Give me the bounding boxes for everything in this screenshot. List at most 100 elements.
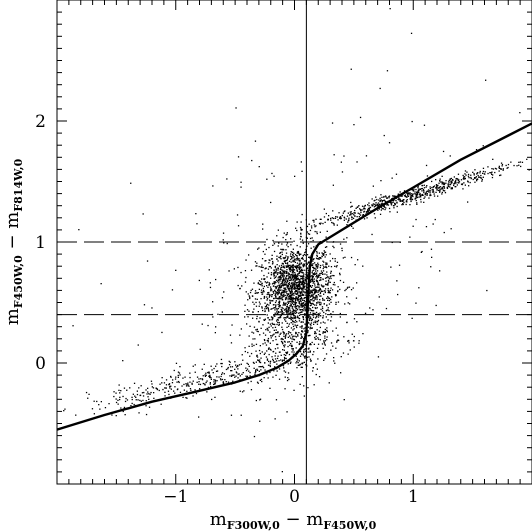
scatter-point [303, 349, 305, 351]
model-curve-group [57, 122, 532, 431]
scatter-point [401, 204, 403, 206]
scatter-point [275, 374, 277, 376]
scatter-point [161, 382, 163, 384]
scatter-point [307, 274, 309, 276]
scatter-point [348, 286, 351, 288]
scatter-point [385, 195, 387, 197]
scatter-point [342, 257, 344, 259]
scatter-point [295, 355, 297, 357]
scatter-point [292, 284, 294, 286]
scatter-point [299, 341, 301, 343]
scatter-point [468, 177, 470, 179]
scatter-point [293, 294, 295, 296]
scatter-point [243, 390, 245, 392]
scatter-point [357, 212, 359, 214]
scatter-point [307, 351, 309, 353]
scatter-point [356, 282, 358, 284]
scatter-point [296, 266, 298, 269]
scatter-point [391, 202, 393, 204]
scatter-point [263, 377, 265, 379]
scatter-point [170, 388, 172, 390]
scatter-point [264, 268, 266, 270]
scatter-point [390, 203, 392, 205]
scatter-point [278, 287, 280, 289]
scatter-point [333, 275, 335, 277]
scatter-point [285, 266, 288, 268]
scatter-point [285, 278, 287, 280]
scatter-point [189, 376, 191, 379]
scatter-point [274, 361, 276, 363]
scatter-point [331, 217, 333, 219]
scatter-point [264, 369, 266, 371]
scatter-point [277, 294, 279, 296]
scatter-point [450, 177, 453, 180]
scatter-point [273, 304, 275, 306]
scatter-point [230, 370, 232, 372]
scatter-point [416, 195, 418, 197]
scatter-point [288, 331, 290, 333]
scatter-point [269, 319, 271, 321]
scatter-point [294, 272, 296, 274]
scatter-point [283, 359, 285, 362]
scatter-point [91, 408, 94, 410]
scatter-point [289, 290, 291, 293]
scatter-point [333, 223, 335, 225]
scatter-point [435, 304, 437, 307]
scatter-point [335, 301, 337, 304]
scatter-point [327, 218, 329, 220]
scatter-point [277, 281, 279, 283]
scatter-point [438, 186, 440, 188]
scatter-point [436, 186, 438, 188]
scatter-point [277, 347, 279, 349]
scatter-point [302, 317, 304, 319]
scatter-point [270, 288, 272, 291]
scatter-point [330, 298, 332, 301]
scatter-point [288, 265, 290, 267]
scatter-point [519, 161, 522, 163]
scatter-point [302, 289, 304, 291]
scatter-point [178, 372, 181, 374]
scatter-point [215, 365, 217, 367]
scatter-point [442, 183, 444, 185]
scatter-point [265, 260, 267, 262]
scatter-point [281, 281, 284, 283]
scatter-point [419, 192, 421, 195]
scatter-point [281, 282, 283, 284]
scatter-point [334, 265, 336, 267]
scatter-point [303, 306, 306, 308]
scatter-point [276, 320, 278, 322]
scatter-point [454, 186, 456, 188]
scatter-point [350, 214, 352, 216]
scatter-point [295, 255, 298, 257]
scatter-point [381, 200, 383, 202]
scatter-point [291, 348, 293, 350]
scatter-point [309, 302, 312, 304]
scatter-point [275, 329, 277, 331]
scatter-point [343, 216, 345, 218]
scatter-point [264, 318, 266, 320]
scatter-point [158, 389, 160, 392]
scatter-point [388, 207, 391, 210]
scatter-point [96, 400, 98, 403]
scatter-point [247, 363, 249, 365]
scatter-point [281, 299, 283, 301]
scatter-point [287, 315, 289, 318]
scatter-point [288, 323, 290, 325]
scatter-point [404, 195, 407, 198]
scatter-point [288, 288, 291, 290]
scatter-point [296, 275, 298, 278]
scatter-point [268, 282, 270, 284]
scatter-point [213, 379, 215, 381]
scatter-point [288, 325, 290, 327]
scatter-point [361, 209, 363, 211]
scatter-point [381, 196, 383, 198]
scatter-point [251, 159, 253, 162]
scatter-point [350, 206, 352, 208]
scatter-point [303, 273, 305, 275]
scatter-point [363, 211, 365, 213]
scatter-point [410, 32, 413, 34]
scatter-point [221, 372, 224, 374]
scatter-point [256, 315, 258, 318]
scatter-point [312, 239, 314, 242]
scatter-point [314, 296, 317, 298]
